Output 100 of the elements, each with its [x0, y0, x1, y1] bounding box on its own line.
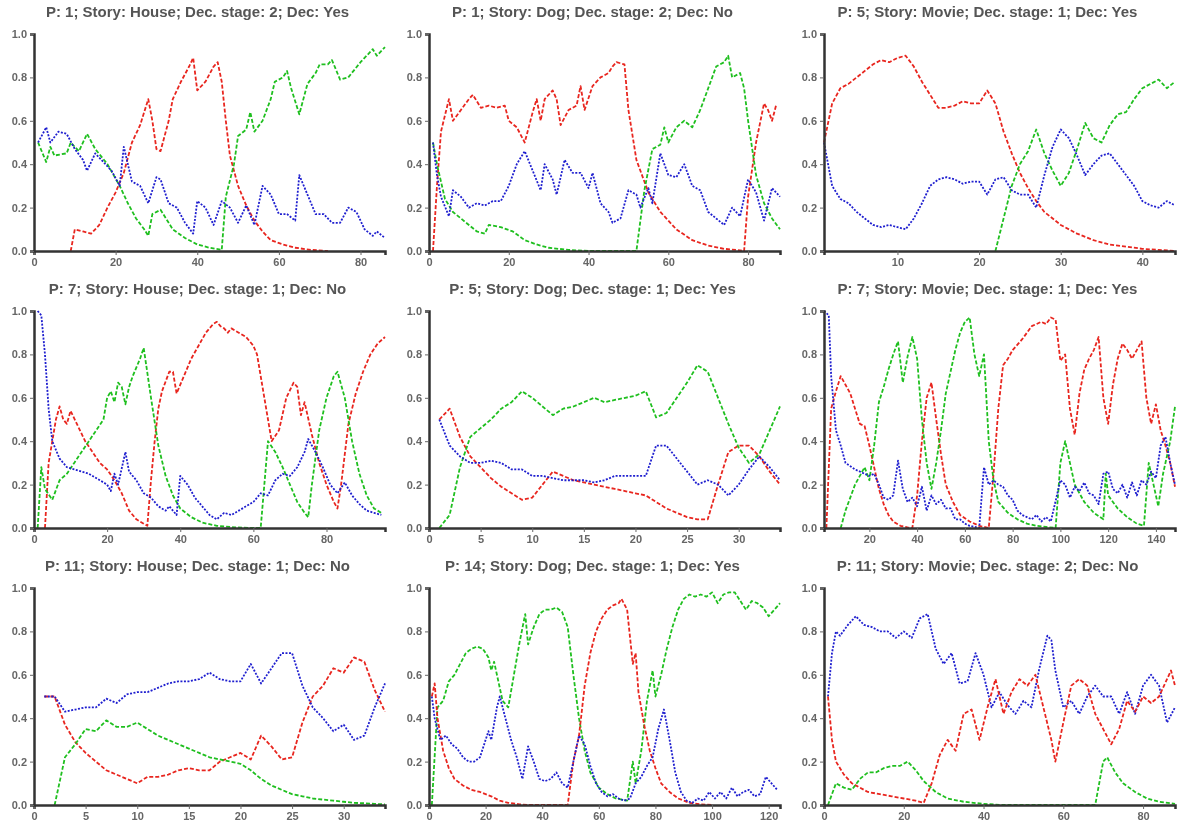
- x-tick-label: 10: [526, 532, 539, 545]
- x-tick-label: 140: [1147, 532, 1166, 545]
- y-tick-label: 0.8: [801, 625, 817, 638]
- x-tick-label: 60: [959, 532, 972, 545]
- x-tick-label: 20: [863, 532, 876, 545]
- x-tick-label: 60: [273, 255, 286, 268]
- x-tick-label: 40: [536, 809, 549, 822]
- x-tick-label: 0: [426, 532, 433, 545]
- line-series: [37, 46, 386, 251]
- x-tick-label: 40: [191, 255, 204, 268]
- line-series: [438, 407, 781, 521]
- y-tick-label: 0.0: [406, 245, 422, 258]
- x-tick-label: 30: [338, 809, 351, 822]
- y-tick-label: 1.0: [406, 28, 422, 41]
- x-tick-label: 60: [247, 532, 260, 545]
- y-tick-label: 1.0: [406, 305, 422, 318]
- x-tick-label: 120: [760, 809, 779, 822]
- x-tick-label: 10: [891, 255, 905, 268]
- chart-title: P: 7; Story: Movie; Dec. stage: 1; Dec: Yes: [837, 280, 1138, 297]
- x-tick-label: 20: [479, 809, 493, 822]
- line-series: [827, 613, 1176, 724]
- y-tick-label: 0.4: [801, 435, 818, 448]
- y-tick-label: 1.0: [801, 305, 817, 318]
- x-tick-label: 20: [234, 809, 248, 822]
- x-tick-label: 25: [286, 809, 299, 822]
- x-tick-label: 10: [131, 809, 144, 822]
- y-tick-label: 0.2: [11, 201, 27, 214]
- x-tick-label: 20: [101, 532, 114, 545]
- x-tick-label: 0: [426, 809, 433, 822]
- chart-title: P: 5; Story: Dog; Dec. stage: 1; Dec: Yes: [449, 280, 736, 297]
- chart-title: P: 1; Story: Dog; Dec. stage: 2; Dec: No: [452, 3, 733, 20]
- x-tick-label: 100: [703, 809, 722, 822]
- x-tick-label: 120: [1099, 532, 1118, 545]
- y-tick-label: 0.2: [406, 478, 422, 491]
- x-tick-label: 20: [973, 255, 986, 268]
- y-tick-label: 0.6: [406, 391, 422, 404]
- x-tick-label: 60: [662, 255, 675, 268]
- y-tick-label: 0.2: [801, 478, 817, 491]
- x-tick-label: 30: [733, 532, 746, 545]
- y-tick-label: 0.4: [406, 435, 423, 448]
- y-tick-label: 0.0: [11, 245, 27, 258]
- x-tick-label: 20: [898, 809, 911, 822]
- line-series: [823, 128, 1176, 231]
- x-tick-label: 0: [31, 532, 38, 545]
- y-tick-label: 0.8: [406, 348, 422, 361]
- y-tick-label: 0.6: [801, 668, 817, 681]
- x-tick-label: 40: [911, 532, 924, 545]
- x-tick-label: 60: [1057, 809, 1070, 822]
- x-tick-label: 15: [578, 532, 591, 545]
- chart-title: P: 7; Story: House; Dec. stage: 1; Dec: No: [48, 280, 347, 297]
- x-tick-label: 40: [977, 809, 991, 822]
- x-tick-label: 40: [582, 255, 596, 268]
- y-tick-label: 0.6: [11, 114, 27, 127]
- y-tick-label: 0.6: [11, 391, 27, 404]
- x-tick-label: 0: [31, 255, 38, 268]
- y-tick-label: 0.8: [11, 71, 27, 84]
- y-tick-label: 0.8: [406, 625, 422, 638]
- line-series: [827, 669, 1176, 804]
- chart-title: P: 14; Story: Dog; Dec. stage: 1; Dec: Yes: [445, 557, 740, 574]
- x-tick-label: 40: [174, 532, 187, 545]
- line-series: [430, 591, 781, 806]
- y-tick-label: 0.2: [406, 201, 422, 214]
- x-tick-label: 40: [1136, 255, 1149, 268]
- y-tick-label: 0.0: [406, 522, 422, 535]
- y-tick-label: 0.2: [406, 755, 422, 768]
- line-series: [43, 652, 386, 741]
- y-tick-label: 0.0: [11, 799, 27, 812]
- x-tick-label: 60: [593, 809, 606, 822]
- y-tick-label: 0.8: [801, 71, 817, 84]
- x-tick-label: 0: [821, 809, 828, 822]
- x-tick-label: 80: [1137, 809, 1150, 822]
- x-tick-label: 20: [503, 255, 516, 268]
- y-tick-label: 1.0: [11, 305, 27, 318]
- x-tick-label: 20: [629, 532, 643, 545]
- x-tick-label: 25: [681, 532, 694, 545]
- y-tick-label: 0.4: [11, 435, 28, 448]
- y-tick-label: 0.0: [801, 799, 817, 812]
- chart-title: P: 11; Story: Movie; Dec. stage: 2; Dec: No: [836, 557, 1139, 574]
- y-tick-label: 0.6: [11, 668, 27, 681]
- y-tick-label: 0.8: [11, 625, 27, 638]
- line-series: [37, 126, 386, 239]
- y-tick-label: 0.0: [801, 245, 817, 258]
- y-tick-label: 0.2: [801, 755, 817, 768]
- y-tick-label: 0.2: [11, 478, 27, 491]
- line-series: [438, 418, 781, 497]
- x-tick-label: 80: [649, 809, 663, 822]
- y-tick-label: 0.8: [801, 348, 817, 361]
- chart-title: P: 1; Story: House; Dec. stage: 2; Dec: Yes: [45, 3, 350, 20]
- x-tick-label: 20: [110, 255, 123, 268]
- x-tick-label: 0: [426, 255, 433, 268]
- y-tick-label: 0.0: [11, 522, 27, 535]
- y-tick-label: 1.0: [801, 582, 817, 595]
- line-series: [438, 364, 781, 529]
- y-tick-label: 1.0: [11, 582, 27, 595]
- chart-title: P: 11; Story: House; Dec. stage: 1; Dec: No: [44, 557, 351, 574]
- y-tick-label: 1.0: [801, 28, 817, 41]
- y-tick-label: 0.4: [801, 712, 818, 725]
- x-tick-label: 80: [354, 255, 368, 268]
- line-series: [432, 141, 781, 226]
- y-tick-label: 0.4: [406, 158, 423, 171]
